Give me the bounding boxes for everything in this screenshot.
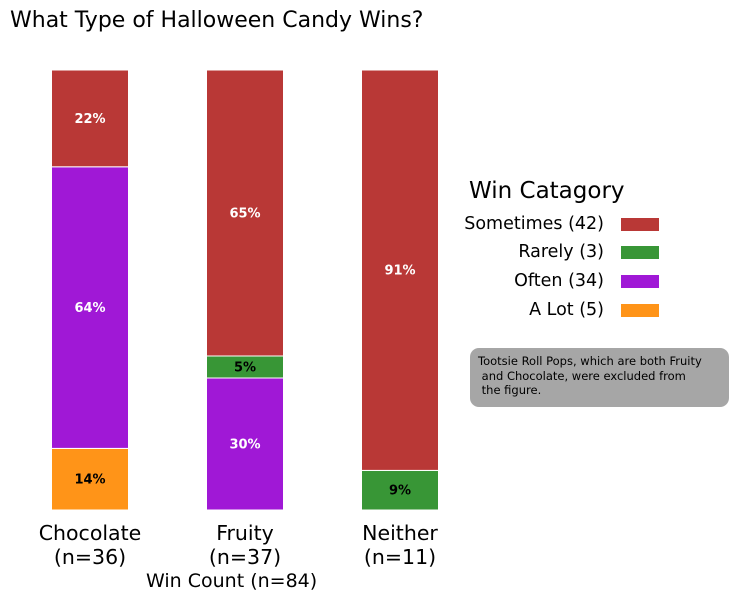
bar-chocolate-sometimes-42 [51,69,129,168]
annotation-note: Tootsie Roll Pops, which are both Fruity… [470,348,729,407]
legend-swatch-often [621,275,659,288]
bar-neither-sometimes-42 [361,69,439,471]
x-tick-label: Chocolate (n=36) [39,521,142,569]
bar-fruity-sometimes-42 [206,69,284,357]
legend-swatch-rarely [621,246,659,259]
data-label: 14% [74,473,105,488]
legend-entry-rarely: Rarely (3) [440,241,662,263]
data-label: 30% [229,438,260,453]
legend-entry-a-lot: A Lot (5) [440,299,662,321]
legend-entry-often: Often (34) [440,270,662,292]
legend-entry-sometimes: Sometimes (42) [440,213,662,235]
x-tick-label: Fruity (n=37) [209,521,281,569]
bar-chocolate-a-lot-5 [51,447,129,511]
legend-label: Rarely (3) [518,242,604,262]
data-label: 22% [74,112,105,127]
chart-title: What Type of Halloween Candy Wins? [10,8,424,33]
data-label: 9% [389,484,411,499]
bar-chocolate-often-34 [51,166,129,449]
data-label: 91% [384,264,415,279]
bar-fruity-often-34 [206,377,284,511]
data-label: 65% [229,207,260,222]
legend-label: Sometimes (42) [464,214,604,234]
x-tick-label: Neither (n=11) [362,521,438,569]
legend-label: A Lot (5) [529,300,604,320]
data-label: 64% [74,301,105,316]
legend-title: Win Catagory [469,178,625,204]
legend-label: Often (34) [514,271,604,291]
legend-swatch-sometimes [621,218,659,231]
x-axis-label: Win Count (n=84) [146,570,318,592]
legend-swatch-a-lot [621,304,659,317]
data-label: 5% [234,361,256,376]
